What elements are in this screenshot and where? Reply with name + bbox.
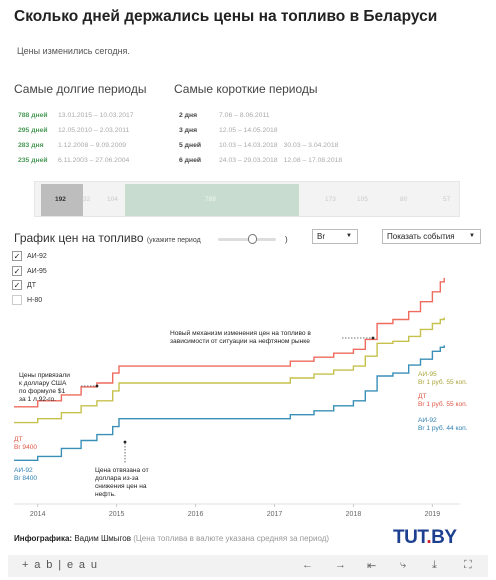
legend-item-n80[interactable]: Н-80	[12, 295, 42, 305]
strip-label: 57	[443, 196, 451, 203]
annotation-dot	[123, 440, 127, 444]
series-line-АИ-92	[14, 345, 445, 461]
strip-label: 104	[107, 196, 118, 203]
redo-icon[interactable]: →	[335, 559, 346, 571]
share-icon[interactable]: ⤷	[400, 559, 407, 571]
events-dropdown[interactable]: Показать события ▼	[382, 229, 481, 244]
annotation-oil: Новый механизм изменения цен на топливо …	[170, 329, 311, 345]
slider-knob[interactable]	[248, 234, 257, 244]
checkbox[interactable]: ✓	[12, 280, 22, 290]
strip-label: 173	[325, 196, 336, 203]
x-tick-label: 2016	[188, 511, 204, 518]
longest-row[interactable]: 788 дней 13.01.2015 – 10.03.2017	[18, 112, 134, 119]
shortest-row[interactable]: 6 дней 24.03 – 29.03.2018 12.08 – 17.08.20…	[179, 157, 343, 164]
undo-icon[interactable]: ←	[302, 559, 313, 571]
longest-row[interactable]: 283 дня 1.12.2008 – 9.09.2009	[18, 142, 127, 149]
label-left-dt: ДТ Br 9400	[14, 436, 37, 451]
annotation-usd: Цены привязали к доллару США по формуле $1…	[19, 372, 70, 403]
x-tick-label: 2015	[109, 511, 125, 518]
strip-label: 105	[357, 196, 368, 203]
label-right-ai95: АИ-95 Br 1 руб. 55 коп.	[418, 371, 468, 386]
chevron-down-icon: ▼	[346, 233, 352, 239]
legend-item-ai95[interactable]: ✓ АИ-95	[12, 266, 47, 276]
x-tick-label: 2019	[425, 511, 441, 518]
strip-label: 80	[400, 196, 408, 203]
strip-segment[interactable]	[125, 184, 299, 216]
update-note: Цены изменились сегодня.	[17, 46, 130, 56]
longest-periods-title: Самые долгие периоды	[14, 82, 147, 96]
annotation-dot	[371, 336, 375, 340]
legend-item-dt[interactable]: ✓ ДТ	[12, 280, 37, 290]
page-title: Сколько дней держались цены на топливо в…	[14, 8, 438, 25]
shortest-periods-title: Самые короткие периоды	[174, 82, 318, 96]
fullscreen-icon[interactable]: ⛶	[464, 559, 472, 571]
credit: Инфографика: Вадим Шмыгов (Цена топлива …	[14, 534, 330, 543]
chart-title: График цен на топливо (укажите период	[14, 231, 201, 245]
slider-end: )	[285, 235, 288, 244]
x-tick-label: 2017	[267, 511, 283, 518]
annotation-untied: Цена отвязана от доллара из-за снижения це…	[95, 467, 149, 498]
strip-label: 788	[205, 196, 216, 203]
tableau-logo[interactable]: + a b | e a u	[22, 559, 99, 571]
checkbox[interactable]	[12, 295, 22, 305]
longest-row[interactable]: 295 дней 12.05.2010 – 2.03.2011	[18, 127, 130, 134]
period-slider[interactable]	[218, 234, 276, 244]
shortest-row[interactable]: 2 дня 7.06 – 8.06.2011	[179, 112, 270, 119]
annotation-dot	[95, 384, 99, 388]
label-right-dt: ДТ Br 1 руб. 55 коп.	[418, 393, 468, 408]
checkbox[interactable]: ✓	[12, 251, 22, 261]
series-line-ДТ	[14, 277, 445, 408]
x-tick-label: 2018	[346, 511, 362, 518]
series-line-АИ-95	[14, 317, 445, 424]
strip-label: 192	[55, 196, 66, 203]
tutby-logo: TUT.BY	[393, 527, 457, 548]
checkbox[interactable]: ✓	[12, 266, 22, 276]
longest-row[interactable]: 235 дней 6.11.2003 – 27.06.2004	[18, 157, 130, 164]
legend-item-ai92[interactable]: ✓ АИ-92	[12, 251, 47, 261]
strip-segment[interactable]	[41, 184, 83, 216]
period-strip[interactable]: 192 32 104 788 173 105 80 57	[34, 181, 460, 217]
shortest-row[interactable]: 5 дней 10.03 – 14.03.2018 30.03 – 3.04.201…	[179, 142, 339, 149]
download-icon[interactable]: ⤓	[432, 559, 437, 571]
shortest-row[interactable]: 3 дня 12.05 – 14.05.2018	[179, 127, 278, 134]
x-tick-label: 2014	[30, 511, 46, 518]
chevron-down-icon: ▼	[469, 233, 475, 239]
tableau-toolbar: + a b | e a u ← → ⇤ ⤷ ⤓ ⛶	[8, 555, 488, 577]
label-left-ai92: АИ-92 Br 8400	[14, 467, 37, 482]
strip-label: 32	[83, 196, 91, 203]
label-right-ai92: АИ-92 Br 1 руб. 44 коп.	[418, 417, 468, 432]
currency-dropdown[interactable]: Br ▼	[312, 229, 358, 244]
revert-icon[interactable]: ⇤	[367, 560, 377, 572]
